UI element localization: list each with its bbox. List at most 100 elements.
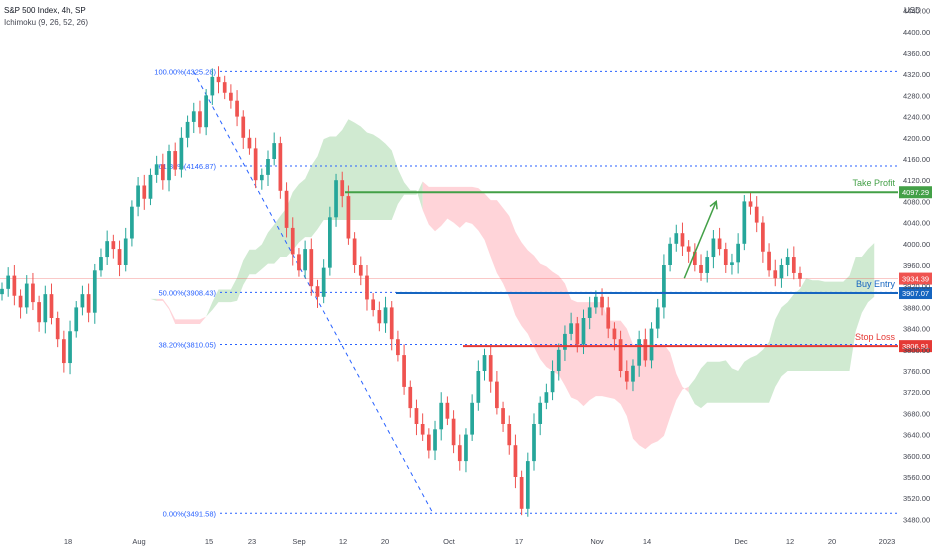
candle-body	[130, 206, 134, 239]
chart-title: S&P 500 Index, 4h, SP	[4, 6, 86, 15]
candle-body	[711, 238, 716, 258]
candle-body	[328, 217, 332, 268]
candle-body	[210, 76, 215, 96]
y-tick-label: 4200.00	[903, 134, 930, 143]
candlestick-series	[0, 66, 802, 517]
currency-label: USD	[904, 6, 921, 15]
indicator-label: Ichimoku (9, 26, 52, 26)	[4, 18, 89, 27]
cloud-bull-segment	[113, 282, 157, 301]
y-tick-label: 4440.00	[903, 7, 930, 16]
level-name-label: Stop Loss	[855, 332, 896, 342]
candle-body	[222, 82, 227, 93]
candle-body	[748, 201, 753, 207]
candle-body	[791, 257, 796, 273]
level-price-label: 3806.91	[902, 342, 929, 351]
y-tick-label: 4280.00	[903, 91, 930, 100]
y-tick-label: 3600.00	[903, 452, 930, 461]
candle-body	[303, 249, 307, 271]
candle-body	[259, 174, 264, 181]
candle-body	[43, 294, 48, 323]
x-tick-label: 15	[205, 537, 213, 546]
level-price-label: 4097.29	[902, 188, 929, 197]
candle-body	[451, 418, 456, 446]
candle-body	[643, 339, 648, 361]
candle-body	[414, 408, 419, 424]
level-name-label: Take Profit	[852, 178, 895, 188]
candle-body	[309, 249, 314, 287]
cloud-bear-segment	[422, 181, 689, 450]
ichimoku-cloud	[113, 119, 875, 450]
candle-body	[655, 307, 660, 329]
candle-body	[24, 283, 29, 308]
candle-body	[761, 222, 765, 252]
candle-body	[600, 296, 604, 308]
y-tick-label: 3800.00	[903, 346, 930, 355]
candle-body	[105, 241, 110, 258]
candle-body	[457, 445, 462, 462]
level-price-badge	[899, 186, 932, 199]
candle-body	[723, 249, 728, 265]
candle-body	[68, 331, 72, 364]
candle-body	[513, 445, 518, 477]
candle-body	[699, 265, 703, 273]
fib-level-label: 50.00%(3908.43)	[158, 288, 216, 297]
candle-body	[272, 143, 277, 159]
x-tick-label: Oct	[443, 537, 456, 546]
candle-body	[501, 408, 505, 424]
candle-body	[142, 185, 147, 199]
candle-body	[649, 328, 654, 361]
level-price-label: 3907.07	[902, 289, 929, 298]
candle-body	[284, 190, 289, 228]
x-tick-label: 14	[643, 537, 651, 546]
candle-body	[315, 286, 320, 297]
y-tick-label: 3560.00	[903, 473, 930, 482]
candle-body	[136, 185, 140, 207]
candle-body	[62, 339, 66, 364]
y-tick-label: 4240.00	[903, 113, 930, 122]
candle-body	[123, 238, 128, 265]
candle-body	[86, 294, 91, 313]
candle-body	[445, 402, 450, 419]
candle-body	[204, 95, 208, 128]
candle-body	[730, 262, 734, 265]
candle-body	[346, 196, 351, 239]
y-tick-label: 3760.00	[903, 367, 930, 376]
y-tick-label: 4040.00	[903, 219, 930, 228]
candle-body	[365, 275, 369, 300]
candle-body	[426, 434, 431, 451]
candle-body	[402, 355, 406, 387]
candle-body	[575, 323, 580, 345]
cloud-bull-segment	[688, 243, 875, 409]
candle-body	[154, 164, 159, 175]
x-tick-label: Sep	[292, 537, 305, 546]
candle-body	[389, 307, 394, 340]
candle-body	[476, 371, 481, 403]
candle-body	[705, 257, 710, 273]
candle-body	[111, 241, 116, 250]
candle-body	[253, 148, 258, 181]
level-price-badge	[899, 287, 932, 300]
y-tick-label: 3480.00	[903, 515, 930, 524]
fib-swing-line	[193, 71, 434, 514]
time-axis: 18 Aug 15 23 Sep 12 20 Oct 17 Nov 14 Dec 12 20 2023	[64, 537, 896, 546]
candle-body	[587, 307, 592, 318]
candle-body	[167, 151, 171, 181]
candle-body	[495, 381, 499, 409]
y-tick-label: 3720.00	[903, 388, 930, 397]
candle-body	[241, 116, 246, 138]
candle-body	[433, 429, 437, 451]
y-tick-label: 4080.00	[903, 197, 930, 206]
forecast-arrow-shaft	[683, 201, 717, 279]
y-tick-label: 3840.00	[903, 325, 930, 334]
candle-body	[278, 143, 283, 191]
candle-body	[662, 265, 666, 308]
trade-levels: Take Profit 4097.29 Buy Entry 3907.07 Stop L…	[345, 178, 932, 353]
candle-body	[482, 355, 487, 371]
candle-body	[798, 272, 802, 279]
candle-body	[532, 424, 536, 462]
level-name-label: Buy Entry	[856, 279, 896, 289]
candle-body	[229, 92, 233, 101]
last-price-badge	[899, 272, 932, 285]
candle-body	[767, 251, 771, 271]
